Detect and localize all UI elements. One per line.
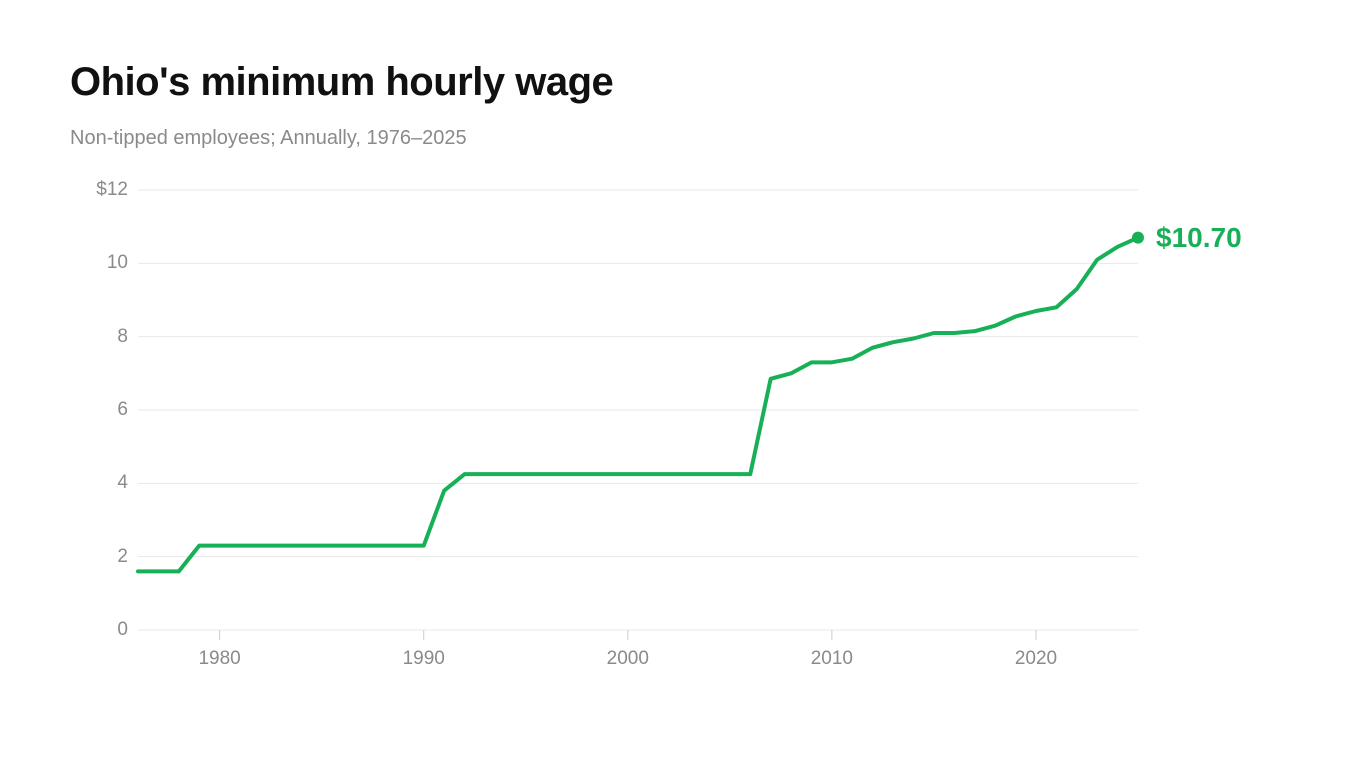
x-axis-label: 2020 [1015, 648, 1057, 670]
end-point-dot [1132, 232, 1144, 244]
chart-subtitle: Non-tipped employees; Annually, 1976–202… [70, 127, 1296, 150]
data-line [138, 238, 1138, 572]
plot-area: $10.70 0246810$1219801990200020102020 [138, 190, 1138, 630]
y-axis-label: 6 [117, 399, 128, 421]
y-axis-label: 10 [107, 252, 128, 274]
y-axis-label: 2 [117, 546, 128, 568]
chart-title: Ohio's minimum hourly wage [70, 60, 1296, 105]
line-chart [138, 190, 1138, 650]
y-axis-label: $12 [96, 179, 128, 201]
y-axis-label: 8 [117, 326, 128, 348]
y-axis-label: 4 [117, 472, 128, 494]
chart-wrap: $10.70 0246810$1219801990200020102020 [70, 190, 1296, 630]
x-axis-label: 2010 [811, 648, 853, 670]
x-axis-label: 1980 [198, 648, 240, 670]
y-axis-label: 0 [117, 619, 128, 641]
end-value-label: $10.70 [1156, 222, 1242, 254]
x-axis-label: 2000 [607, 648, 649, 670]
x-axis-label: 1990 [403, 648, 445, 670]
